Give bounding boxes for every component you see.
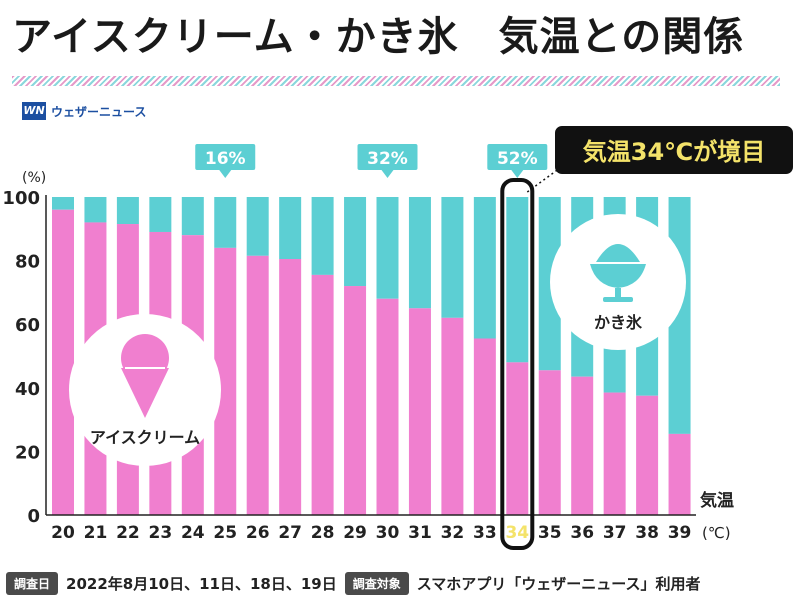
bar-ice-cream bbox=[344, 286, 367, 515]
y-tick-label: 40 bbox=[15, 379, 40, 400]
x-tick-label: 35 bbox=[538, 523, 562, 543]
x-tick-label: 38 bbox=[635, 523, 659, 543]
bar-kakigori bbox=[344, 197, 367, 287]
callout-text: 気温34℃が境目 bbox=[583, 138, 765, 166]
bar-kakigori bbox=[181, 197, 204, 236]
bar-ice-cream bbox=[52, 209, 74, 515]
bar-kakigori bbox=[376, 197, 399, 299]
bar-kakigori bbox=[279, 197, 302, 260]
survey-target-tag: 調査対象 bbox=[344, 572, 409, 595]
bar-kakigori bbox=[538, 197, 561, 371]
bar-kakigori bbox=[246, 197, 269, 256]
percent-bubble bbox=[487, 144, 548, 170]
percent-label: 52% bbox=[497, 149, 538, 169]
x-tick-label: 31 bbox=[408, 523, 432, 543]
logo-mark: WN bbox=[22, 102, 46, 120]
bar-kakigori bbox=[408, 197, 431, 309]
x-tick-label: 20 bbox=[51, 523, 75, 543]
decorative-stripe bbox=[12, 76, 780, 86]
highlight-frame bbox=[500, 178, 535, 550]
bar-ice-cream bbox=[441, 317, 464, 515]
x-axis-label: 気温 bbox=[699, 490, 734, 511]
bar-kakigori bbox=[52, 197, 74, 210]
bar-kakigori bbox=[84, 197, 107, 223]
kakigori-label: かき氷 bbox=[594, 313, 643, 332]
bar-ice-cream bbox=[506, 362, 529, 515]
survey-date-tag: 調査日 bbox=[6, 572, 59, 595]
y-tick-label: 100 bbox=[2, 188, 40, 209]
x-tick-label: 32 bbox=[441, 523, 465, 543]
y-tick-label: 20 bbox=[15, 442, 40, 463]
bar-kakigori bbox=[311, 197, 334, 275]
bar-ice-cream bbox=[214, 247, 237, 515]
x-tick-label: 23 bbox=[149, 523, 173, 543]
bar-ice-cream bbox=[636, 395, 659, 515]
survey-target-value: スマホアプリ「ウェザーニュース」利用者 bbox=[416, 575, 701, 593]
bar-ice-cream bbox=[311, 274, 334, 515]
page-title: アイスクリーム・かき氷 気温との関係 bbox=[12, 4, 744, 62]
y-tick-label: 60 bbox=[15, 315, 40, 336]
weathernews-logo: WN ウェザーニュース bbox=[22, 102, 146, 120]
bar-kakigori bbox=[149, 197, 172, 232]
x-tick-label: 34 bbox=[505, 523, 529, 543]
survey-date-value: 2022年8月10日、11日、18日、19日 bbox=[66, 575, 337, 593]
x-tick-label: 25 bbox=[213, 523, 237, 543]
percent-label: 32% bbox=[367, 149, 408, 169]
bar-ice-cream bbox=[376, 298, 399, 515]
percent-bubble-pointer bbox=[219, 170, 232, 178]
ice-cream-cone-icon bbox=[121, 368, 169, 418]
bar-ice-cream bbox=[408, 308, 431, 515]
title-part-2: 気温との関係 bbox=[498, 14, 745, 60]
kakigori-ice-icon bbox=[596, 244, 640, 262]
y-axis-label: (%) bbox=[22, 170, 46, 186]
x-tick-label: 21 bbox=[84, 523, 108, 543]
ice-cream-label: アイスクリーム bbox=[90, 428, 200, 447]
kakigori-bowl-icon bbox=[590, 264, 646, 288]
bar-kakigori bbox=[506, 197, 529, 363]
footer: 調査日 2022年8月10日、11日、18日、19日 調査対象 スマホアプリ「ウ… bbox=[6, 572, 701, 595]
callout-box bbox=[555, 126, 793, 174]
x-axis-unit: (℃) bbox=[702, 524, 731, 542]
x-tick-label: 36 bbox=[570, 523, 594, 543]
x-tick-label: 27 bbox=[278, 523, 302, 543]
x-tick-label: 39 bbox=[668, 523, 692, 543]
bar-ice-cream bbox=[473, 338, 496, 515]
bar-ice-cream bbox=[246, 255, 269, 515]
bar-ice-cream bbox=[668, 433, 691, 515]
x-tick-label: 24 bbox=[181, 523, 205, 543]
x-tick-label: 37 bbox=[603, 523, 627, 543]
x-tick-label: 26 bbox=[246, 523, 270, 543]
percent-label: 16% bbox=[205, 149, 246, 169]
x-tick-label: 28 bbox=[311, 523, 335, 543]
bar-kakigori bbox=[441, 197, 464, 318]
x-tick-label: 30 bbox=[376, 523, 400, 543]
kakigori-stem-icon bbox=[615, 288, 621, 298]
y-tick-label: 80 bbox=[15, 252, 40, 273]
bar-kakigori bbox=[473, 197, 496, 339]
x-tick-label: 33 bbox=[473, 523, 497, 543]
bar-ice-cream bbox=[279, 259, 302, 515]
logo-text: ウェザーニュース bbox=[51, 104, 147, 119]
x-tick-label: 29 bbox=[343, 523, 367, 543]
percent-bubble bbox=[357, 144, 418, 170]
bar-ice-cream bbox=[603, 392, 626, 515]
percent-bubble-pointer bbox=[381, 170, 394, 178]
callout-leader bbox=[526, 167, 561, 193]
bar-ice-cream bbox=[538, 370, 561, 515]
y-tick-label: 0 bbox=[27, 506, 40, 527]
bar-ice-cream bbox=[571, 376, 594, 515]
bar-kakigori bbox=[214, 197, 237, 248]
percent-bubble bbox=[195, 144, 256, 170]
bar-kakigori bbox=[116, 197, 139, 225]
kakigori-base-icon bbox=[603, 297, 633, 302]
x-tick-label: 22 bbox=[116, 523, 140, 543]
title-part-1: アイスクリーム・かき氷 bbox=[12, 14, 459, 60]
percent-bubble-pointer bbox=[511, 170, 524, 178]
